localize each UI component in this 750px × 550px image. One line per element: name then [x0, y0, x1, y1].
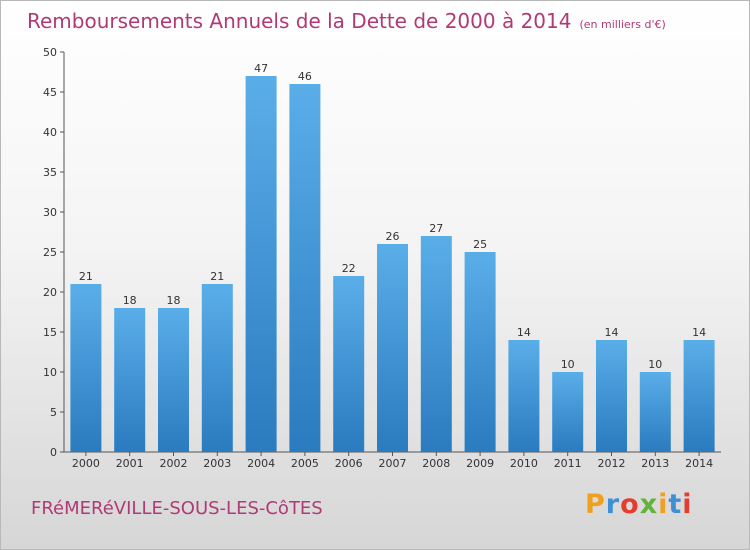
x-tick-label: 2000 [72, 457, 100, 470]
logo-letter: P [585, 489, 606, 520]
x-tick-label: 2010 [510, 457, 538, 470]
bar [114, 308, 146, 452]
bar [420, 236, 452, 452]
y-tick-label: 30 [43, 206, 57, 219]
x-tick-label: 2013 [641, 457, 669, 470]
y-tick-label: 45 [43, 86, 57, 99]
bar-value-label: 18 [123, 294, 137, 307]
bar-value-label: 22 [342, 262, 356, 275]
x-tick-label: 2003 [203, 457, 231, 470]
y-tick-label: 35 [43, 166, 57, 179]
x-tick-label: 2004 [247, 457, 275, 470]
bar [377, 244, 408, 452]
y-tick-label: 20 [43, 286, 57, 299]
bar-value-label: 21 [210, 270, 224, 283]
bar [683, 340, 715, 452]
bar [464, 252, 496, 452]
x-tick-label: 2009 [466, 457, 494, 470]
y-tick-label: 25 [43, 246, 57, 259]
chart-title-text: Remboursements Annuels de la Dette de 20… [27, 9, 572, 33]
bar [289, 84, 321, 452]
y-tick-label: 5 [50, 406, 57, 419]
x-tick-label: 2007 [379, 457, 407, 470]
x-tick-label: 2002 [160, 457, 188, 470]
proxiti-logo: Proxiti [585, 489, 693, 520]
bar [333, 276, 365, 452]
x-tick-label: 2014 [685, 457, 713, 470]
x-tick-label: 2001 [116, 457, 144, 470]
logo-letter: i [658, 489, 669, 520]
logo-letter: o [620, 489, 640, 520]
bar-value-label: 14 [517, 326, 531, 339]
y-tick-label: 10 [43, 366, 57, 379]
logo-letter: r [605, 489, 621, 520]
chart-subtitle: (en milliers d'€) [579, 18, 666, 31]
chart-title: Remboursements Annuels de la Dette de 20… [27, 9, 666, 33]
bar-value-label: 10 [648, 358, 662, 371]
logo-letter: t [668, 489, 683, 520]
y-tick-label: 40 [43, 126, 57, 139]
x-tick-label: 2011 [554, 457, 582, 470]
bar-value-label: 14 [605, 326, 619, 339]
bar-value-label: 25 [473, 238, 487, 251]
bar [201, 284, 233, 452]
x-tick-label: 2005 [291, 457, 319, 470]
logo-letter: i [682, 489, 693, 520]
bar [508, 340, 540, 452]
bar-value-label: 46 [298, 70, 312, 83]
y-tick-label: 15 [43, 326, 57, 339]
bar [158, 308, 189, 452]
bar-value-label: 14 [692, 326, 706, 339]
y-tick-label: 50 [43, 46, 57, 59]
bar-value-label: 27 [429, 222, 443, 235]
bar [552, 372, 584, 452]
bar [245, 76, 277, 452]
bar-value-label: 26 [386, 230, 400, 243]
bar [70, 284, 102, 452]
x-tick-label: 2012 [598, 457, 626, 470]
bar-value-label: 47 [254, 62, 268, 75]
logo-letter: x [639, 489, 659, 520]
bar-value-label: 10 [561, 358, 575, 371]
x-tick-label: 2008 [422, 457, 450, 470]
bar [596, 340, 627, 452]
bar [639, 372, 671, 452]
x-tick-label: 2006 [335, 457, 363, 470]
y-tick-label: 0 [50, 446, 57, 459]
bar-value-label: 18 [167, 294, 181, 307]
bar-value-label: 21 [79, 270, 93, 283]
commune-name: FRéMERéVILLE-SOUS-LES-CôTES [31, 498, 323, 519]
